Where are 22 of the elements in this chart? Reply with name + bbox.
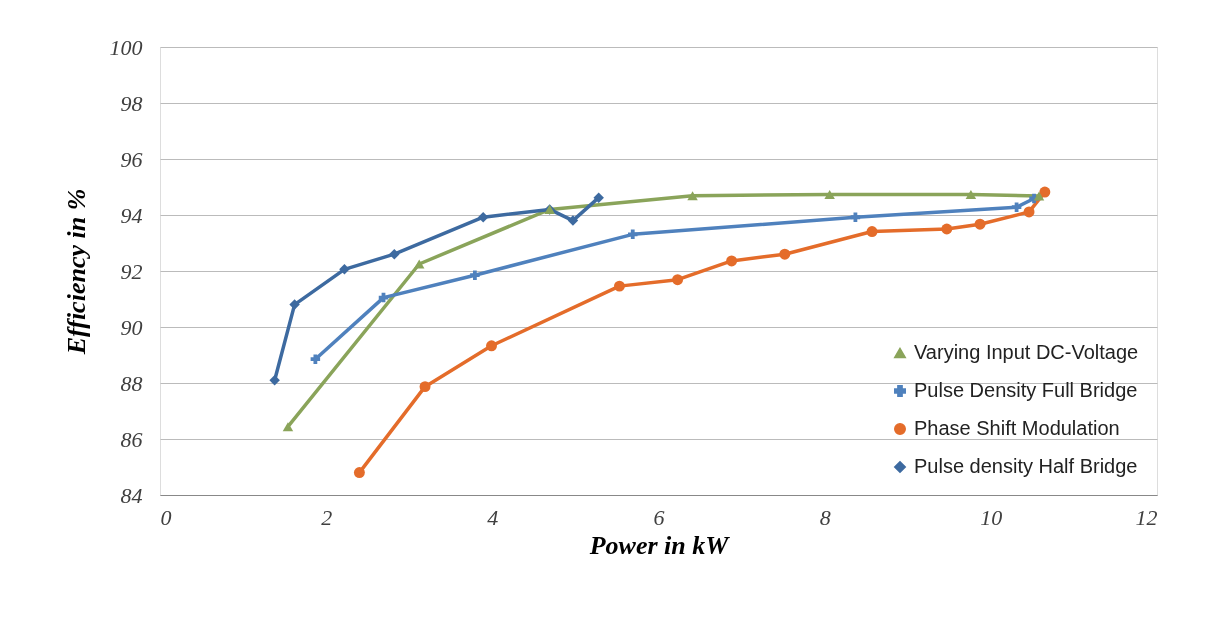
legend-label: Varying Input DC-Voltage [914, 341, 1139, 363]
x-tick-label: 2 [321, 504, 333, 530]
y-tick-label: 100 [109, 34, 143, 60]
x-tick-label: 0 [160, 504, 172, 530]
x-tick-label: 6 [653, 504, 665, 530]
x-tick-label: 4 [487, 504, 499, 530]
y-tick-label: 90 [120, 314, 143, 340]
y-tick-label: 96 [120, 146, 143, 172]
legend-label: Phase Shift Modulation [914, 417, 1120, 439]
legend-label: Pulse density Half Bridge [914, 455, 1138, 477]
x-tick-label: 12 [1135, 504, 1158, 530]
y-tick-label: 86 [120, 426, 143, 452]
y-tick-label: 88 [120, 370, 143, 396]
x-tick-label: 8 [819, 504, 831, 530]
y-tick-label: 98 [120, 90, 143, 116]
x-axis-title: Power in kW [588, 530, 731, 560]
y-tick-label: 94 [120, 202, 143, 228]
y-tick-label: 84 [120, 482, 143, 508]
x-tick-label: 10 [980, 504, 1003, 530]
y-axis-title: Efficiency in % [61, 188, 91, 356]
y-tick-label: 92 [120, 258, 143, 284]
legend-label: Pulse Density Full Bridge [914, 379, 1138, 401]
